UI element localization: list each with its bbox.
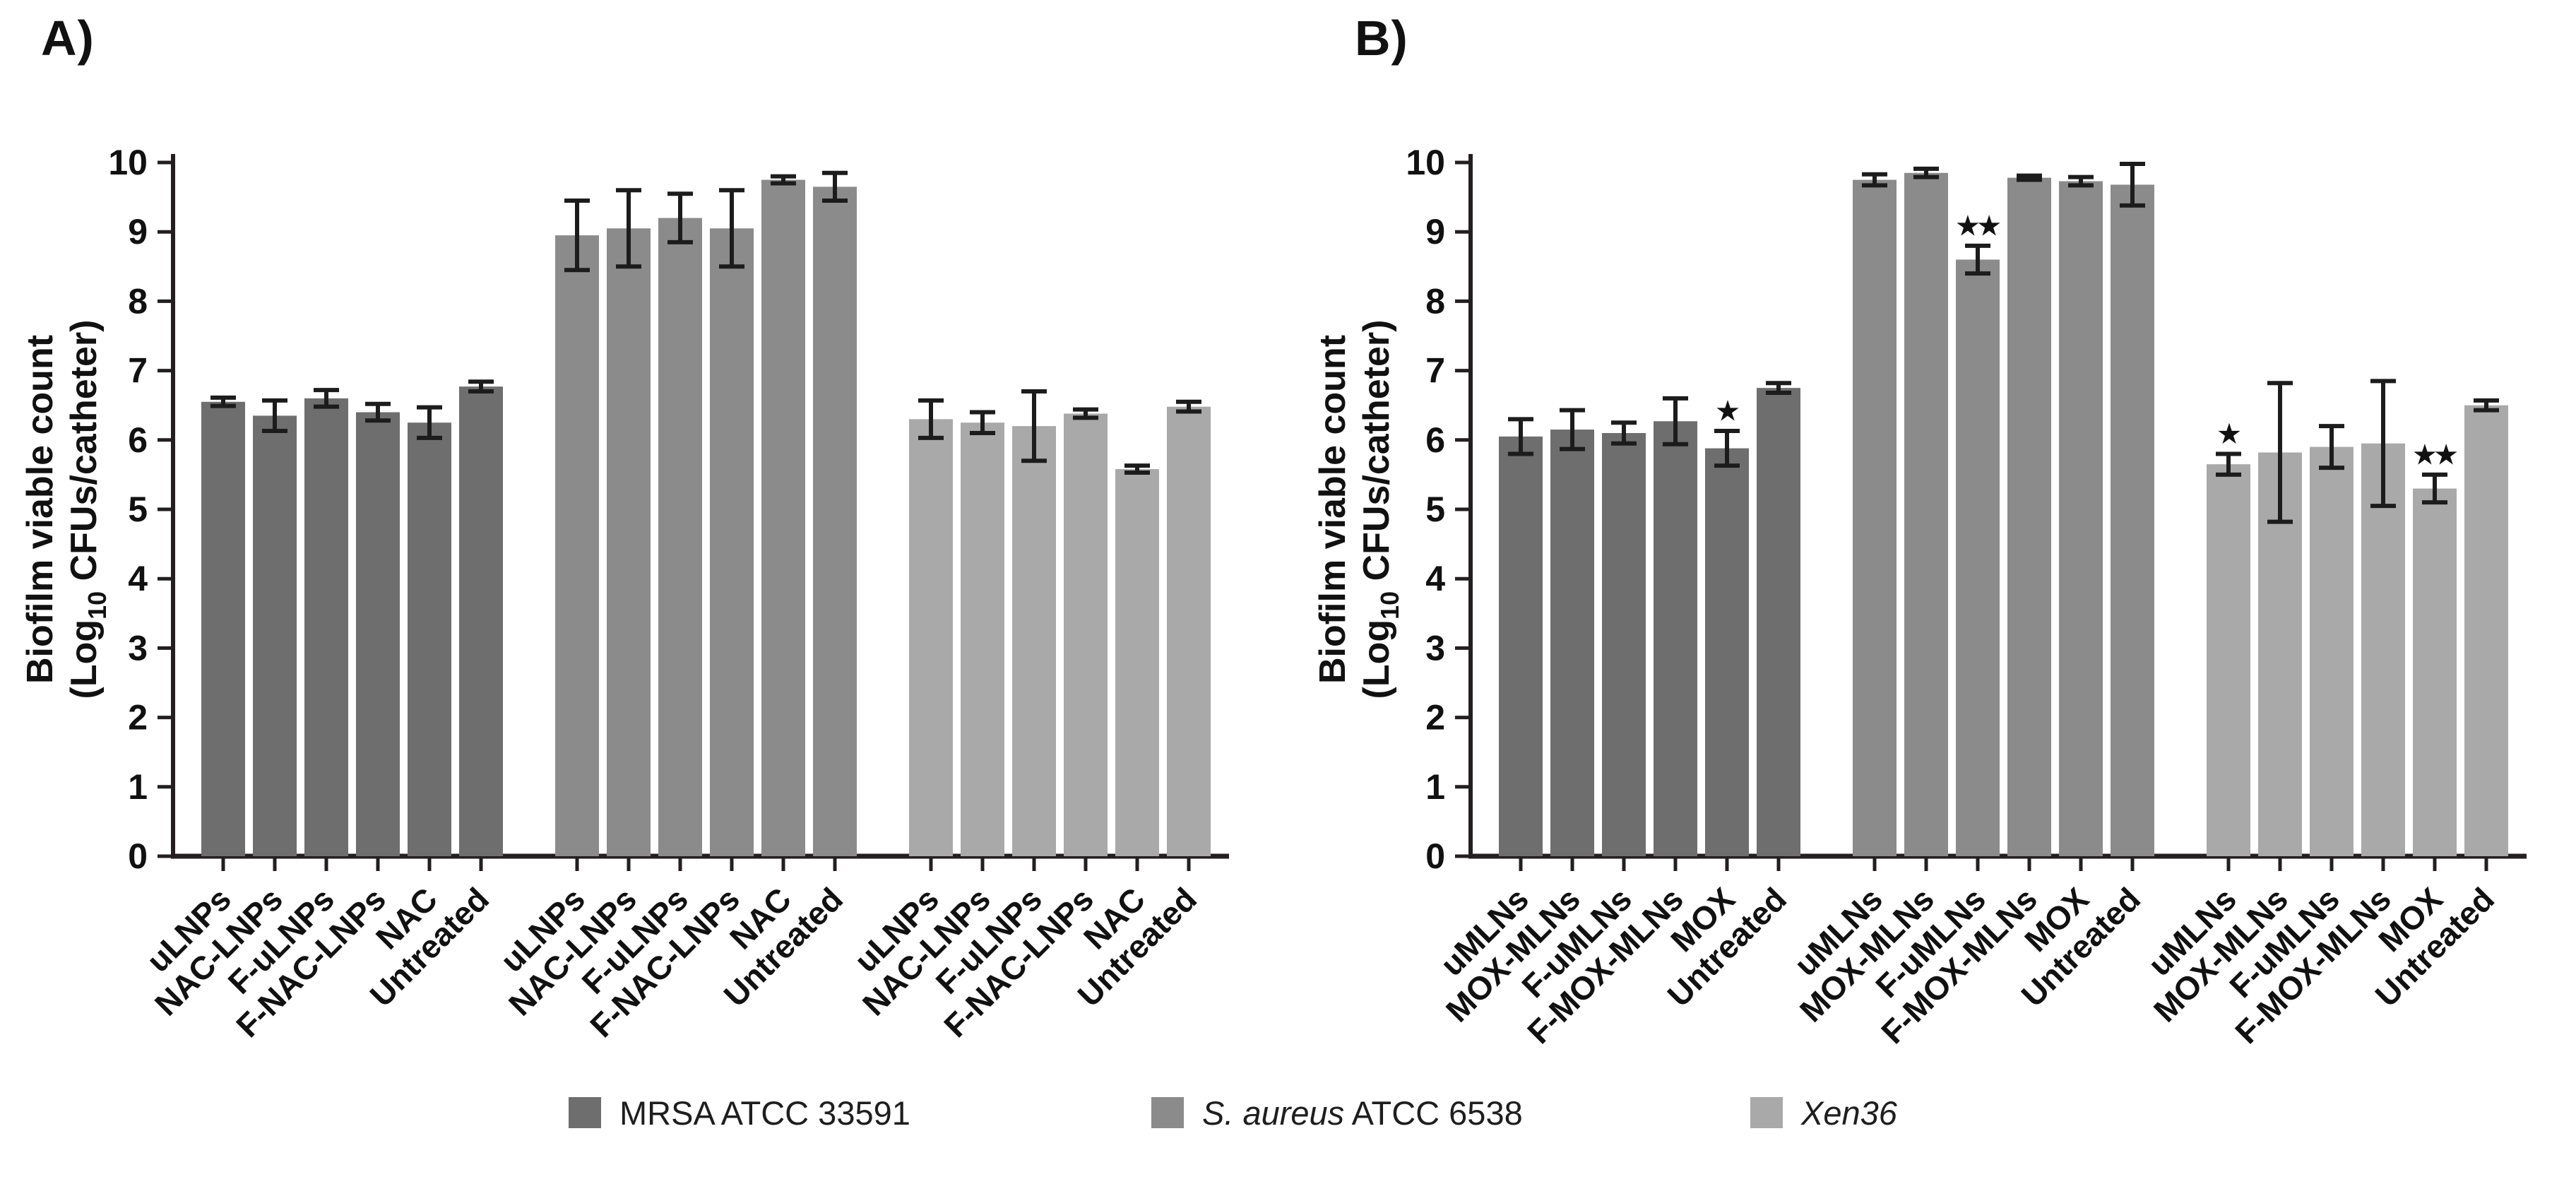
- panel-a-bar-chart: 012345678910uLNPsNAC-LNPsF-uLNPsF-NAC-LN…: [20, 143, 1229, 1044]
- legend-label-saureus-italic: S. aureus: [1202, 1094, 1345, 1132]
- legend-swatch-mrsa: [569, 1097, 601, 1128]
- bar: [1853, 179, 1897, 857]
- bar: [2464, 405, 2508, 856]
- legend-label-saureus-rest: ATCC 6538: [1344, 1094, 1523, 1132]
- bar: [1956, 259, 2000, 857]
- bar: [1654, 421, 1697, 856]
- bar: [1167, 406, 1211, 856]
- y-tick-label: 6: [1425, 420, 1445, 460]
- bar: [2310, 446, 2354, 856]
- y-tick-label: 2: [1425, 698, 1445, 738]
- significance-star: ★★: [2414, 440, 2457, 469]
- bar: [658, 218, 702, 856]
- bar: [1705, 448, 1749, 856]
- y-tick-label: 9: [1425, 212, 1445, 251]
- bar: [408, 422, 451, 856]
- y-tick-label: 3: [128, 628, 148, 668]
- bar: [909, 419, 953, 856]
- bar: [253, 415, 297, 856]
- bar: [761, 179, 805, 857]
- bar: [2059, 181, 2103, 856]
- legend-swatch-xen36: [1750, 1097, 1783, 1128]
- y-tick-label: 1: [1425, 767, 1445, 807]
- bar: [607, 228, 651, 856]
- bar: [1550, 430, 1594, 856]
- bar: [459, 386, 503, 856]
- y-tick-label: 10: [108, 143, 148, 182]
- legend-label-xen36-italic: Xen36: [1801, 1094, 1897, 1132]
- y-tick-label: 4: [1425, 559, 1445, 598]
- bar: [710, 228, 754, 856]
- bar: [2007, 177, 2051, 856]
- legend-item-mrsa: MRSA ATCC 33591: [569, 1088, 910, 1137]
- y-tick-label: 8: [1425, 281, 1445, 321]
- y-tick-label: 10: [1406, 143, 1445, 182]
- bar: [2111, 184, 2154, 856]
- bar: [1115, 469, 1159, 856]
- bar: [961, 422, 1004, 856]
- legend-label-xen36: Xen36: [1801, 1094, 1897, 1132]
- bar: [356, 412, 400, 856]
- y-axis-title-line1: Biofilm viable count: [1312, 335, 1353, 684]
- legend-swatch-saureus: [1151, 1097, 1184, 1128]
- y-tick-label: 7: [1425, 351, 1445, 391]
- legend-item-saureus: S. aureus ATCC 6538: [1151, 1088, 1523, 1137]
- bar: [1602, 432, 1646, 856]
- y-axis-title-line1: Biofilm viable count: [20, 335, 61, 684]
- legend-label-saureus: S. aureus ATCC 6538: [1202, 1094, 1523, 1132]
- panel-a-letter: A): [41, 11, 95, 66]
- y-tick-label: 2: [128, 698, 148, 738]
- significance-star: ★: [2218, 419, 2240, 448]
- y-tick-label: 1: [128, 767, 148, 807]
- bar: [1064, 413, 1108, 856]
- panel-b-letter: B): [1355, 11, 1408, 66]
- bar: [2207, 464, 2250, 856]
- y-axis-title-line2: (Log10 CFUs/catheter): [64, 320, 112, 699]
- y-tick-label: 3: [1425, 628, 1445, 668]
- y-tick-label: 0: [128, 836, 148, 876]
- y-tick-label: 6: [128, 420, 148, 460]
- legend-item-xen36: Xen36: [1750, 1088, 1897, 1137]
- bar: [1757, 388, 1800, 856]
- y-tick-label: 5: [1425, 490, 1445, 529]
- legend-label-mrsa: MRSA ATCC 33591: [619, 1094, 910, 1132]
- y-tick-label: 9: [128, 212, 148, 251]
- bar: [1012, 426, 1056, 856]
- y-tick-label: 4: [128, 559, 148, 598]
- bar: [2413, 488, 2457, 856]
- bar: [304, 398, 348, 856]
- bar: [813, 187, 857, 856]
- legend-label-mrsa-rest: MRSA ATCC 33591: [619, 1094, 910, 1132]
- y-tick-label: 0: [1425, 836, 1445, 876]
- bar: [555, 235, 599, 856]
- y-axis-title-line2: (Log10 CFUs/catheter): [1356, 320, 1404, 699]
- y-tick-label: 8: [128, 281, 148, 321]
- legend: MRSA ATCC 33591 S. aureus ATCC 6538 Xen3…: [0, 1088, 2576, 1152]
- bar: [201, 401, 245, 856]
- panel-b-bar-chart: 012345678910uMLNsMOX-MLNsF-uMLNsF-MOX-ML…: [1312, 143, 2527, 1050]
- y-tick-label: 7: [128, 351, 148, 391]
- bar: [2361, 443, 2405, 856]
- y-tick-label: 5: [128, 490, 148, 529]
- significance-star: ★: [1716, 396, 1739, 425]
- significance-star: ★★: [1957, 211, 2000, 240]
- bar: [1904, 172, 1948, 857]
- bar: [1499, 436, 1543, 856]
